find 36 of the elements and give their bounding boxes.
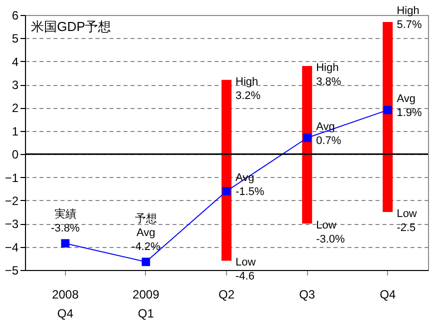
annotation: High 3.2% — [236, 76, 261, 102]
point — [384, 106, 392, 114]
annotation: Avg 0.7% — [316, 120, 342, 147]
annotation: 予想 Avg -4.2% — [132, 212, 160, 253]
y-tick-label: 2 — [12, 101, 19, 116]
bar — [382, 22, 393, 212]
point — [222, 187, 231, 196]
bar — [302, 66, 312, 224]
annotation: Low -3.0% — [316, 220, 346, 246]
annotation: Low -2.5 — [396, 208, 417, 234]
y-tick-label: 3 — [12, 78, 19, 92]
y-tick-label: 6 — [12, 8, 19, 22]
y-tick-label: 4 — [12, 54, 19, 69]
annotation: Low -4.6 — [236, 256, 256, 283]
point — [302, 134, 312, 142]
y-tick-label: −2 — [4, 194, 19, 208]
y-tick-label: 1 — [12, 124, 19, 138]
annotation: 実績 -3.8% — [50, 207, 80, 234]
annotation: High 5.7% — [396, 4, 422, 31]
x-tick-label: Q2 — [218, 288, 235, 302]
point — [61, 239, 70, 248]
chart-title: 米国GDP予想 — [31, 19, 112, 34]
x-tick-label: Q3 — [299, 288, 316, 302]
x-tick-label: 2008 Q4 — [52, 288, 79, 320]
y-tick-label: −3 — [4, 217, 19, 232]
bar — [222, 80, 232, 261]
y-tick-label: −5 — [4, 264, 19, 278]
y-tick-label: −1 — [4, 170, 19, 185]
annotation: Avg 1.9% — [396, 93, 422, 120]
point — [142, 258, 150, 266]
x-tick-label: 2009 Q1 — [132, 288, 160, 320]
x-tick-label: Q4 — [380, 288, 396, 302]
y-tick-label: 0 — [12, 148, 19, 162]
y-tick-label: −4 — [4, 240, 19, 254]
annotation: High 3.8% — [316, 62, 342, 88]
y-tick-label: 5 — [12, 32, 19, 46]
